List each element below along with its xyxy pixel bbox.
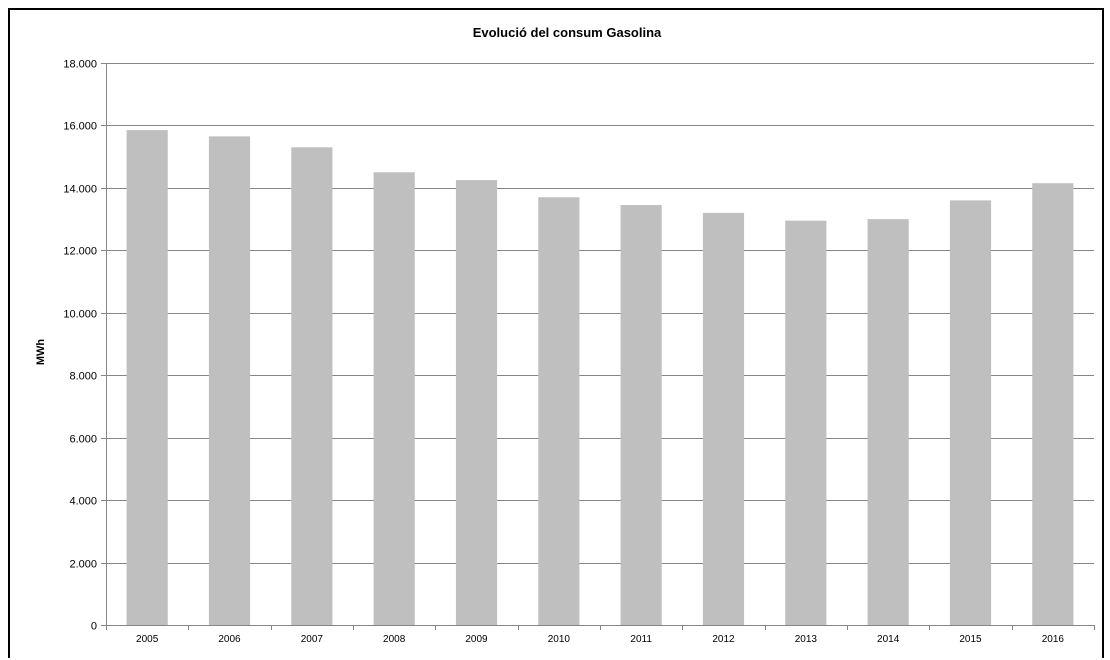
- x-tick-label: 2012: [712, 634, 735, 645]
- x-tick-labels: 2005 2006 2007 2008 2009 2010 2011 2012 2013 2014…: [136, 634, 1064, 645]
- y-tick-label: 6.000: [69, 434, 97, 446]
- bar-2010: [538, 197, 580, 625]
- x-tick-label: 2011: [630, 634, 652, 645]
- chart-frame: Evolució del consum Gasolina MWh 0 2.000 4…: [8, 8, 1104, 658]
- gridlines: [106, 63, 1094, 564]
- y-tick-label: 12.000: [63, 246, 97, 258]
- bar-2007: [291, 147, 333, 626]
- chart-title: Evolució del consum Gasolina: [473, 25, 662, 40]
- y-tick-label: 2.000: [69, 559, 97, 571]
- y-tick-label: 8.000: [69, 371, 97, 383]
- x-tick-label: 2013: [795, 634, 818, 645]
- y-tick-label: 14.000: [63, 184, 97, 196]
- x-tick-label: 2010: [548, 634, 571, 645]
- y-tick-label: 18.000: [63, 59, 97, 71]
- x-tick-label: 2006: [218, 634, 241, 645]
- x-tick-label: 2015: [959, 634, 982, 645]
- bar-2014: [867, 219, 909, 625]
- y-tick-label: 16.000: [63, 121, 97, 133]
- bar-2011: [620, 205, 662, 626]
- x-tick-label: 2008: [383, 634, 406, 645]
- y-tick-label: 4.000: [69, 496, 97, 508]
- x-tick-label: 2007: [301, 634, 324, 645]
- x-tick-label: 2005: [136, 634, 159, 645]
- y-tick-labels: 0 2.000 4.000 6.000 8.000 10.000 12.000 14.000 1…: [63, 59, 97, 633]
- bar-2012: [702, 212, 745, 625]
- bars: [126, 130, 1074, 626]
- y-tick-label: 0: [91, 621, 97, 633]
- y-tick-label: 10.000: [63, 309, 97, 321]
- bar-2006: [208, 136, 251, 625]
- axes: [101, 63, 1095, 630]
- y-axis-title: MWh: [35, 339, 47, 366]
- x-tick-label: 2014: [877, 634, 900, 645]
- bar-2016: [1032, 183, 1074, 625]
- bar-2015: [949, 200, 992, 625]
- bar-chart: Evolució del consum Gasolina MWh 0 2.000 4…: [35, 25, 1095, 645]
- x-tick-label: 2009: [465, 634, 488, 645]
- x-tick-label: 2016: [1042, 634, 1065, 645]
- bar-2008: [373, 172, 415, 625]
- bar-2009: [455, 180, 498, 626]
- bar-2013: [785, 220, 827, 625]
- bar-2005: [126, 130, 168, 625]
